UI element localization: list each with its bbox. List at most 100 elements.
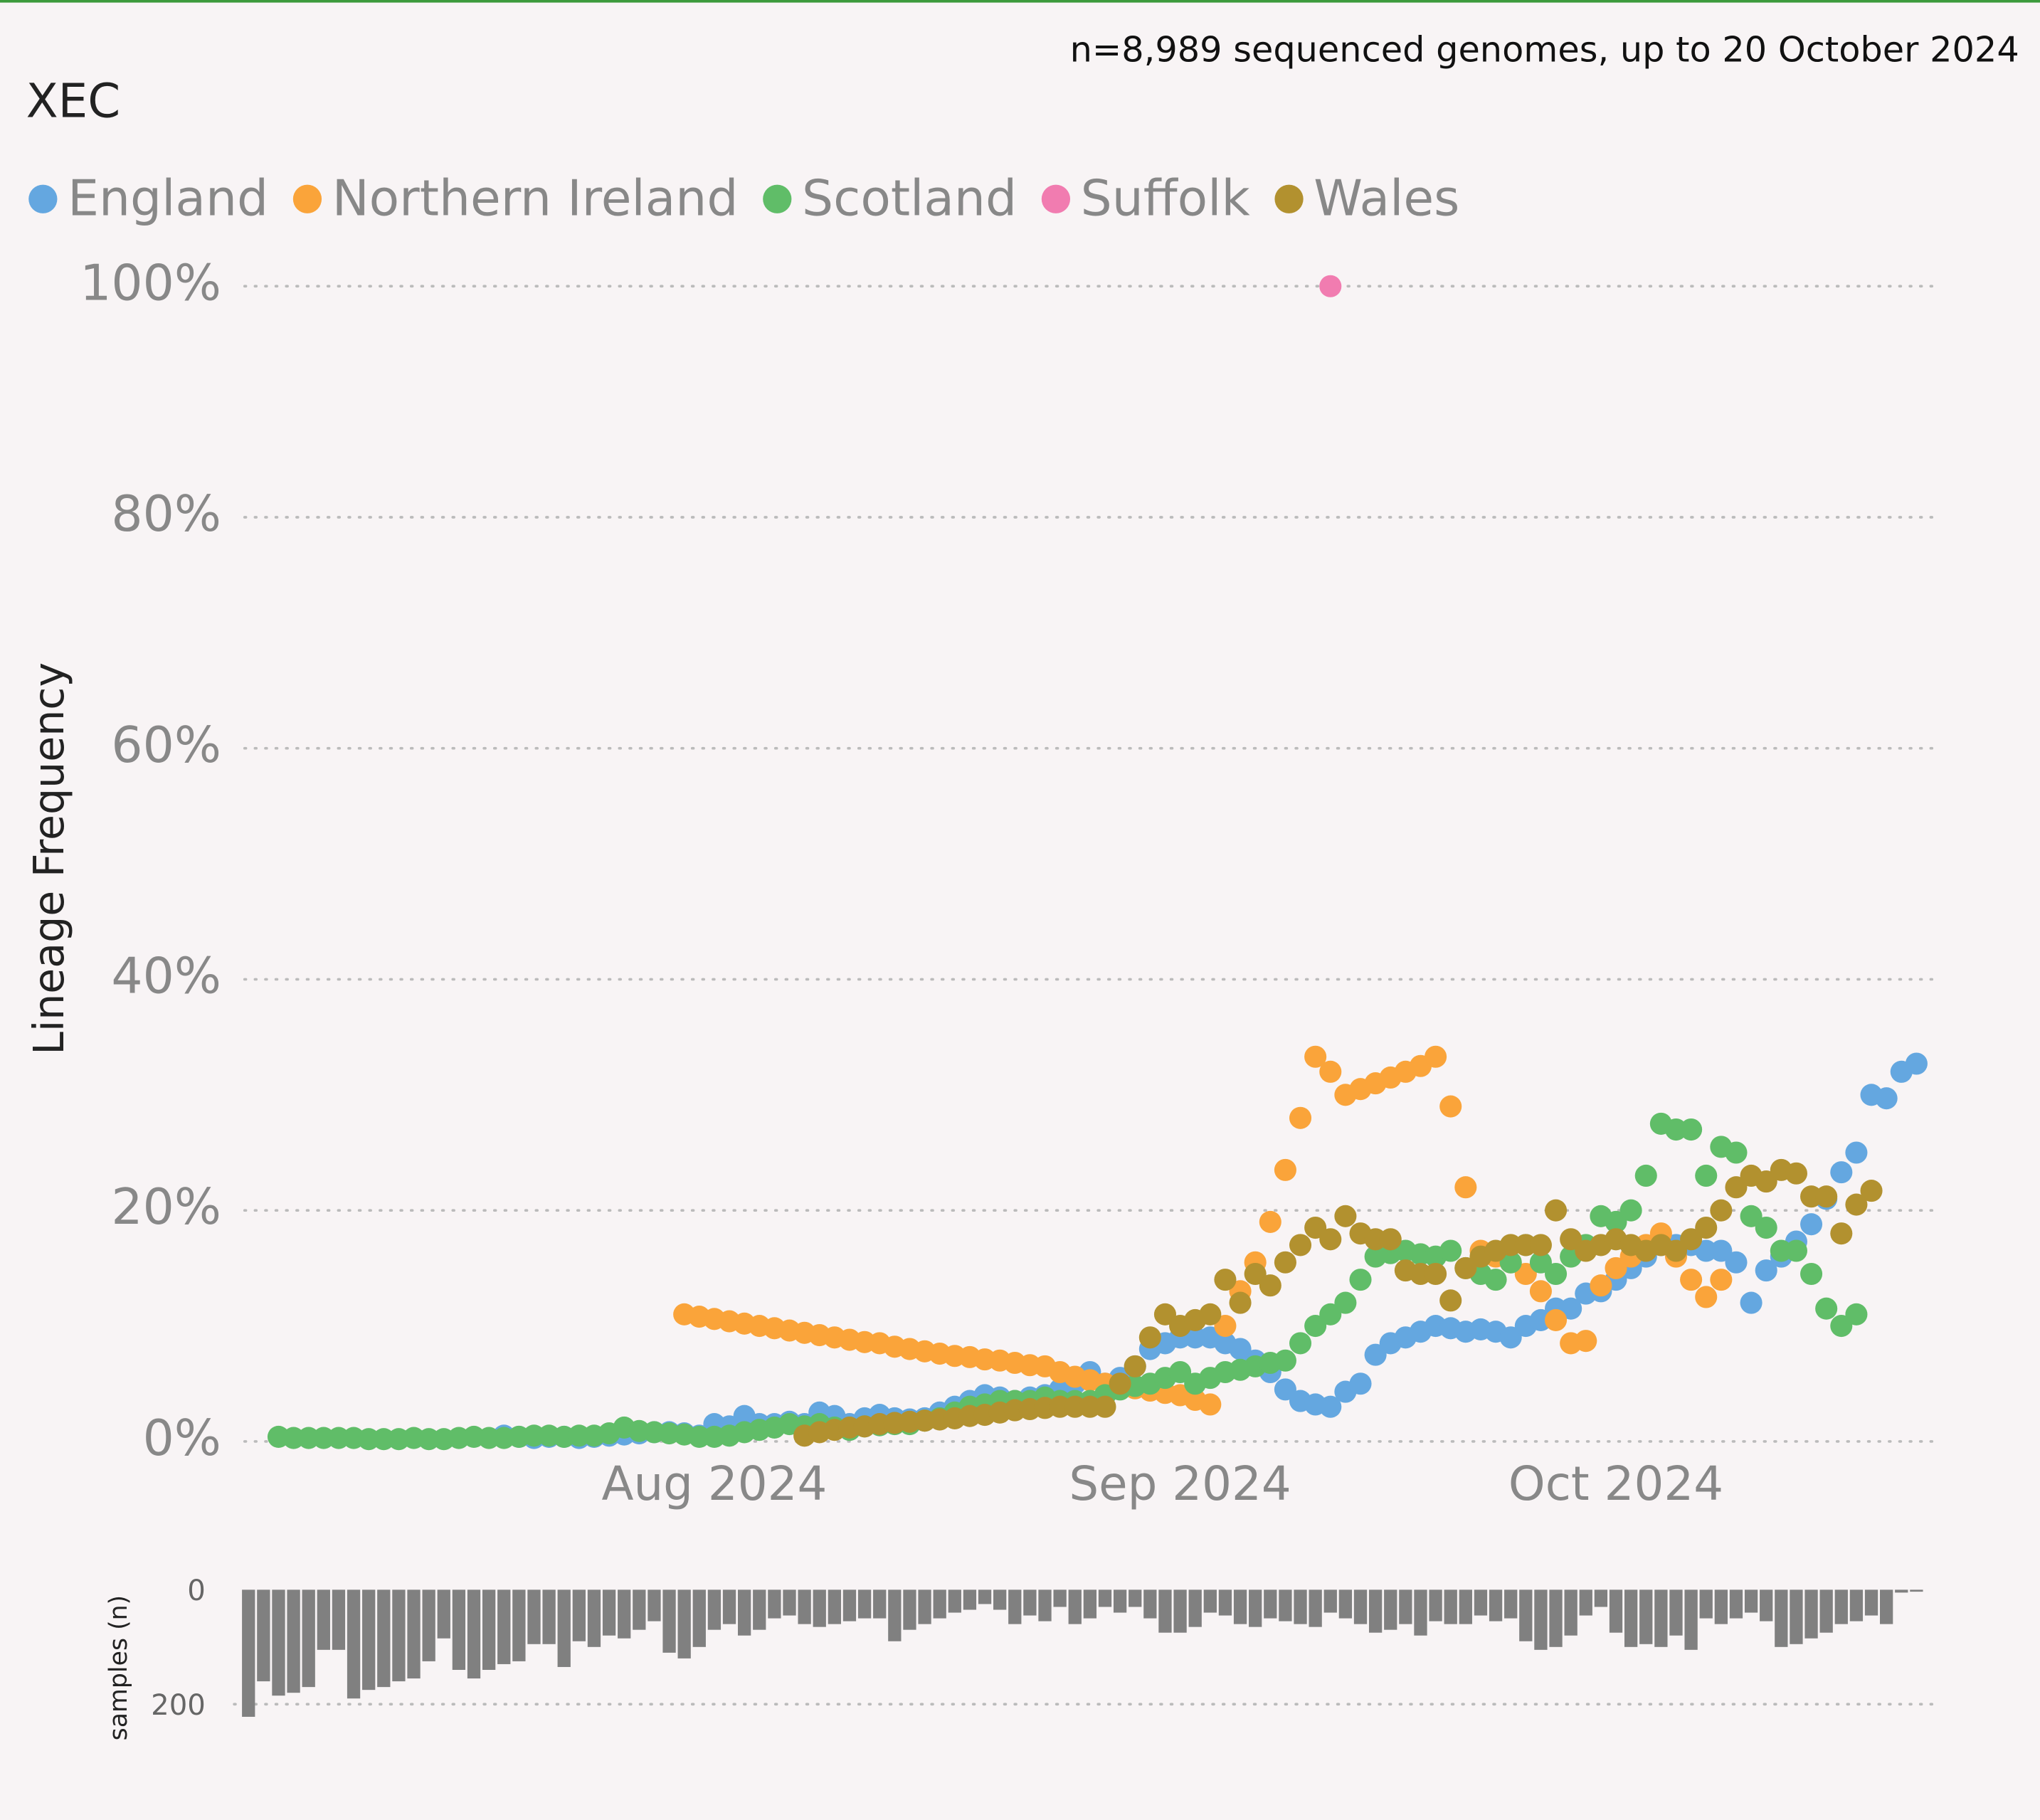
data-point: [1289, 1234, 1312, 1256]
data-point: [1845, 1141, 1868, 1164]
data-point: [1680, 1228, 1703, 1251]
data-point: [1199, 1303, 1222, 1326]
bar: [1338, 1589, 1353, 1619]
data-point: [1755, 1217, 1777, 1239]
data-point: [1304, 1315, 1327, 1338]
bar: [993, 1589, 1007, 1610]
data-point: [1499, 1326, 1522, 1349]
bar: [798, 1589, 811, 1624]
bar: [1579, 1589, 1592, 1616]
bar: [1173, 1589, 1187, 1633]
bar: [707, 1589, 722, 1630]
data-point: [1319, 275, 1342, 297]
data-point: [1710, 1199, 1733, 1222]
bar: [422, 1589, 435, 1661]
data-point: [1695, 1217, 1718, 1239]
data-point: [1575, 1330, 1597, 1353]
bar: [587, 1589, 601, 1647]
data-point: [1860, 1180, 1883, 1202]
bar: [1068, 1589, 1082, 1624]
bar: [1053, 1589, 1067, 1607]
bar: [347, 1589, 361, 1699]
bar: [1804, 1589, 1818, 1639]
bar: [1594, 1589, 1608, 1607]
bar: [1834, 1589, 1848, 1624]
bar: [1113, 1589, 1127, 1613]
y-tick-label: 200: [151, 1689, 206, 1722]
bar: [1564, 1589, 1577, 1636]
data-point: [1379, 1228, 1402, 1251]
bar: [1233, 1589, 1247, 1624]
bar: [842, 1589, 857, 1621]
bar: [828, 1589, 841, 1624]
data-point: [1605, 1210, 1627, 1233]
bar: [467, 1589, 481, 1679]
data-point: [1199, 1393, 1222, 1416]
y-tick-label: 100%: [80, 255, 221, 312]
y-tick-label: 60%: [111, 717, 221, 774]
data-point: [1725, 1251, 1748, 1274]
data-point: [1439, 1095, 1462, 1118]
legend-marker: [292, 184, 322, 213]
data-point: [1845, 1193, 1868, 1216]
bar: [1549, 1589, 1563, 1647]
bar: [1384, 1589, 1397, 1630]
data-point: [1274, 1251, 1296, 1274]
bar: [978, 1589, 992, 1604]
data-point: [1545, 1308, 1568, 1331]
data-point: [1349, 1372, 1372, 1395]
bar: [1429, 1589, 1442, 1621]
legend-marker: [1041, 184, 1071, 213]
bar: [722, 1589, 736, 1624]
bar: [572, 1589, 586, 1641]
bar: [242, 1589, 255, 1717]
data-point: [1425, 1045, 1447, 1068]
legend-marker: [763, 184, 792, 213]
data-point: [1740, 1205, 1762, 1227]
data-point: [1454, 1176, 1477, 1199]
bar: [933, 1589, 946, 1619]
bar: [677, 1589, 691, 1658]
bar: [1264, 1589, 1277, 1619]
data-point: [1319, 1303, 1342, 1326]
data-point: [1094, 1395, 1116, 1418]
bar: [1864, 1589, 1878, 1616]
data-point: [1304, 1217, 1327, 1239]
bar: [1368, 1589, 1383, 1633]
data-point: [1319, 1395, 1342, 1418]
bar: [392, 1589, 406, 1682]
data-point: [1454, 1256, 1477, 1279]
bar: [287, 1589, 300, 1693]
bar: [1023, 1589, 1037, 1616]
y-axis-label: Lineage Frequency: [25, 662, 73, 1055]
bar: [873, 1589, 887, 1619]
chart-title: XEC: [26, 73, 121, 128]
data-point: [1153, 1303, 1177, 1326]
bar: [377, 1589, 391, 1688]
data-point: [1334, 1291, 1357, 1314]
bar: [1188, 1589, 1202, 1627]
bar: [1294, 1589, 1307, 1624]
bar: [1669, 1589, 1683, 1636]
bar: [1098, 1589, 1112, 1607]
data-point: [1605, 1256, 1627, 1279]
bar: [362, 1589, 376, 1691]
data-point: [1274, 1349, 1296, 1372]
data-point: [1484, 1269, 1507, 1291]
bar: [542, 1589, 556, 1644]
data-point: [1710, 1239, 1733, 1262]
bar: [1279, 1589, 1292, 1621]
bar: [332, 1589, 346, 1650]
bar: [1414, 1589, 1427, 1636]
legend-marker: [1274, 184, 1304, 213]
data-point: [1680, 1269, 1703, 1291]
legend-label: England: [68, 170, 268, 227]
bar: [1519, 1589, 1533, 1641]
bar: [1654, 1589, 1668, 1647]
bar: [1624, 1589, 1638, 1647]
x-tick-label: Aug 2024: [601, 1456, 827, 1511]
bar: [1399, 1589, 1412, 1624]
data-point: [1124, 1355, 1146, 1377]
data-point: [1815, 1185, 1838, 1208]
bar: [1474, 1589, 1488, 1616]
